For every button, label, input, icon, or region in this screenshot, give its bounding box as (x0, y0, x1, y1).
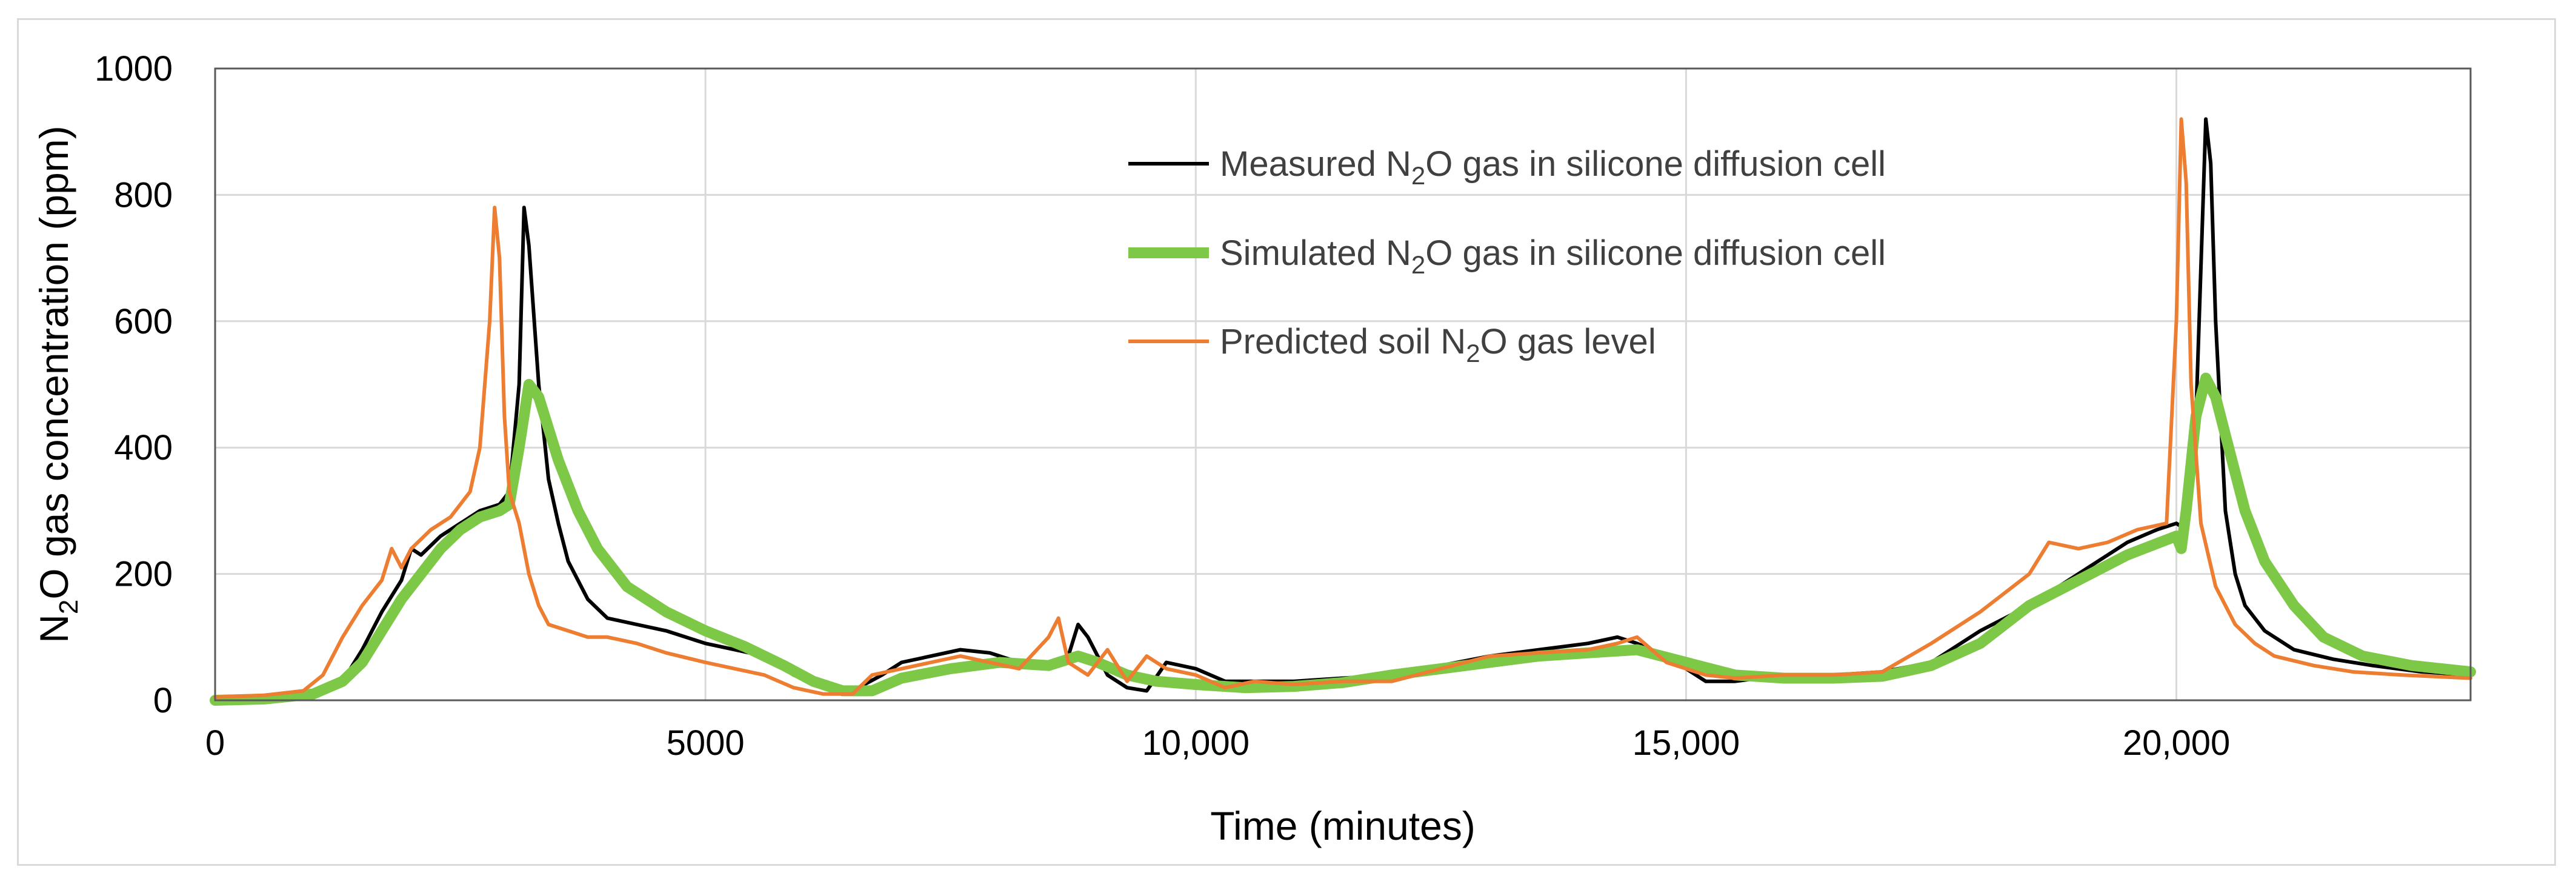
y-axis-title-subscript: 2 (54, 600, 84, 614)
y-tick-label: 800 (114, 175, 173, 215)
x-tick-label: 15,000 (1632, 723, 1740, 763)
y-tick-label: 0 (153, 681, 173, 720)
y-tick-label: 200 (114, 555, 173, 594)
y-axis-title-text: N (32, 614, 76, 643)
plot-border (214, 67, 2472, 702)
x-tick-label: 0 (205, 723, 225, 763)
x-axis-title: Time (minutes) (1210, 803, 1476, 848)
y-axis-title: N2O gas concentration (ppm) (32, 126, 84, 643)
chart-area (17, 18, 2556, 866)
x-tick-label: 10,000 (1142, 723, 1250, 763)
series-line-1 (213, 117, 2472, 699)
series-line-3 (213, 117, 2472, 699)
series-line-2 (210, 372, 2476, 706)
x-tick-label: 20,000 (2123, 723, 2230, 763)
x-tick-labels: 0 5000 10,000 15,000 20,000 (205, 723, 2230, 763)
y-tick-label: 1000 (95, 49, 173, 89)
y-axis-title-text: O gas concentration (ppm) (32, 126, 76, 599)
x-tick-label: 5000 (667, 723, 745, 763)
legend-label: Measured N2O gas in silicone diffusion c… (1220, 144, 1886, 190)
legend-label: Simulated N2O gas in silicone diffusion … (1220, 233, 1886, 279)
y-tick-label: 400 (114, 428, 173, 467)
y-tick-labels: 0 200 400 600 800 1000 (95, 49, 173, 720)
series-lines (210, 117, 2476, 706)
legend: Measured N2O gas in silicone diffusion c… (1128, 144, 1886, 367)
legend-label: Predicted soil N2O gas level (1220, 322, 1656, 367)
y-tick-label: 600 (114, 302, 173, 341)
